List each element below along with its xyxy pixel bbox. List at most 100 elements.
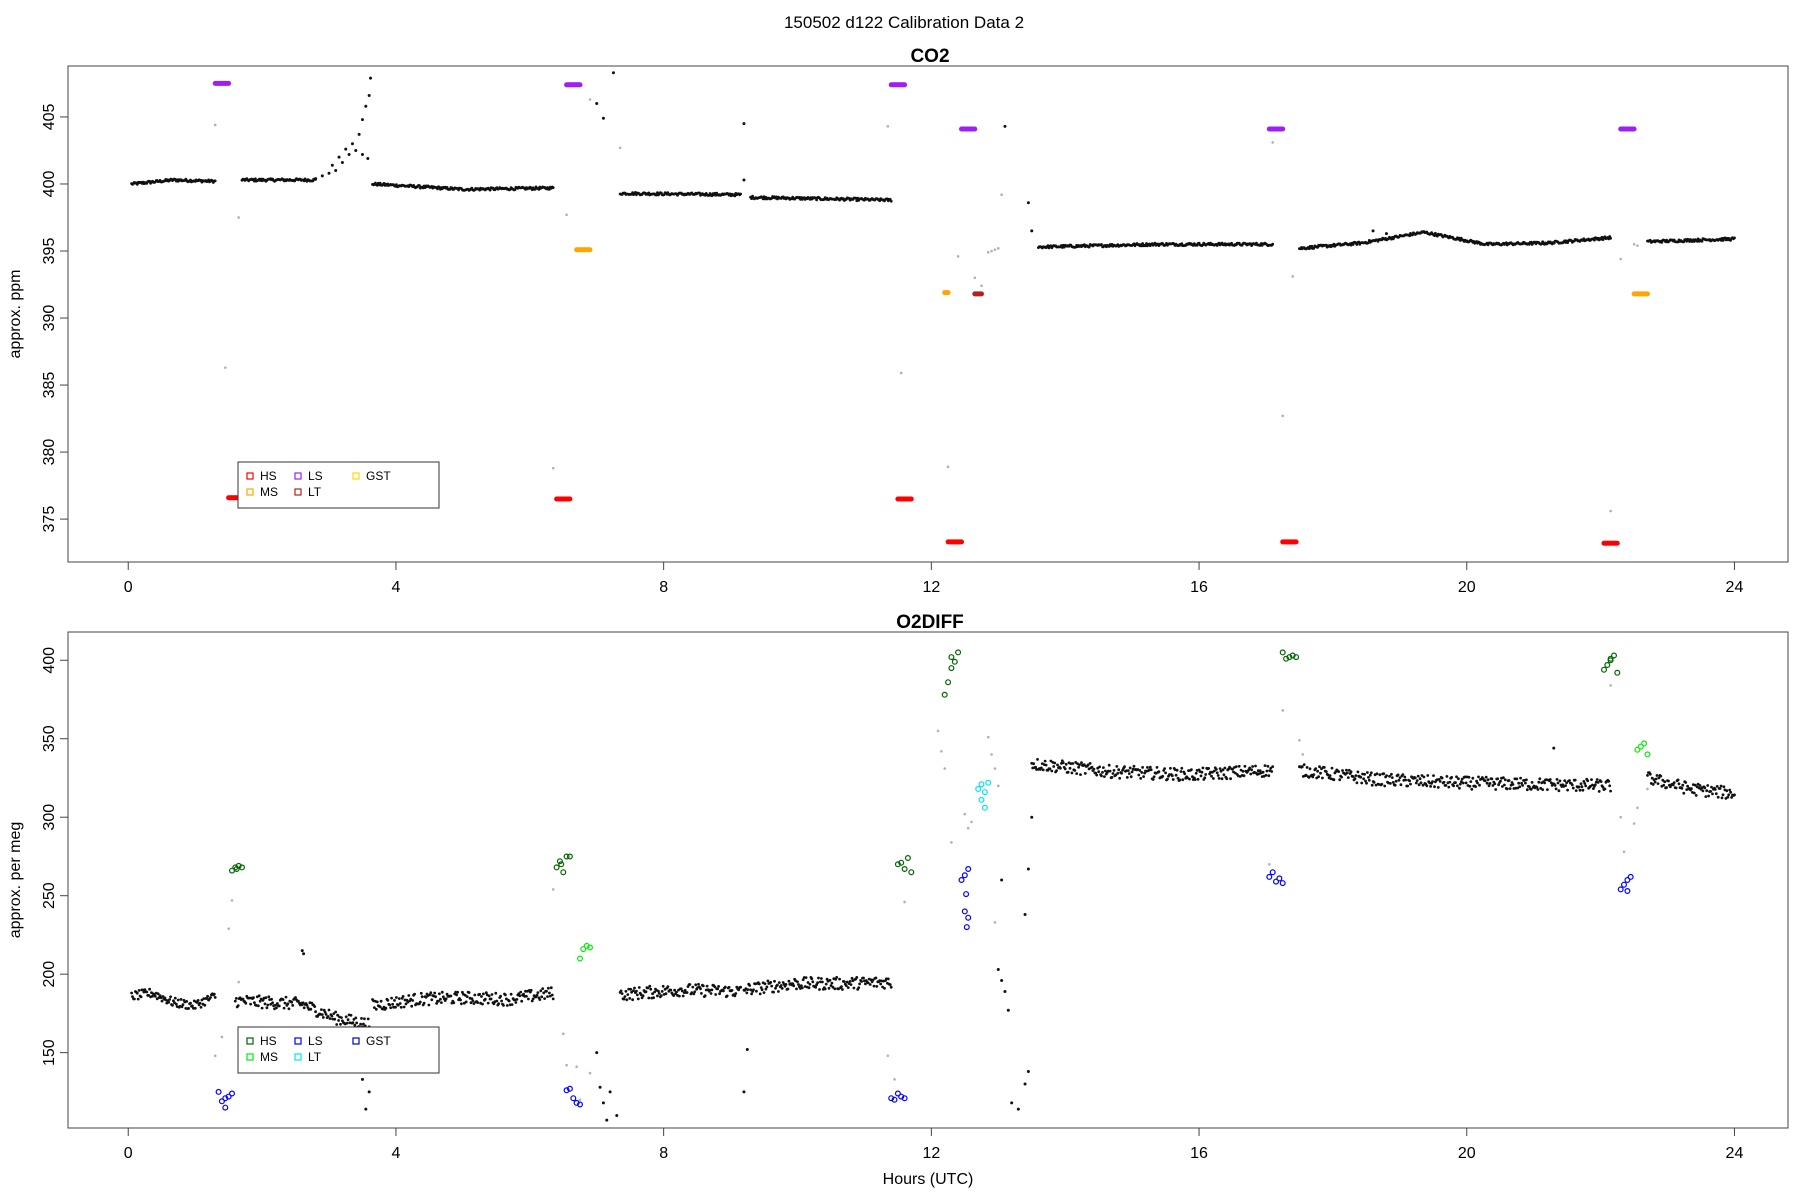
data-point — [656, 994, 659, 998]
data-point — [163, 996, 167, 1000]
data-point — [673, 988, 676, 992]
data-point — [1104, 769, 1107, 773]
gray-data-point — [223, 366, 227, 369]
data-point — [1098, 765, 1101, 769]
data-point — [507, 999, 511, 1003]
gray-data-point — [1271, 141, 1274, 144]
data-point — [1101, 770, 1104, 774]
x-tick-label: 16 — [1190, 1145, 1208, 1162]
data-point — [1497, 783, 1500, 787]
data-point — [428, 993, 432, 997]
data-point — [1127, 772, 1131, 775]
cal-point-hs — [1610, 652, 1617, 659]
data-point — [349, 1013, 353, 1017]
data-point — [1188, 777, 1191, 781]
cal-point-hs — [563, 853, 570, 860]
data-point — [236, 1004, 240, 1007]
data-point — [529, 988, 533, 992]
cal-point-ls — [1620, 881, 1627, 888]
x-tick-label: 24 — [1726, 579, 1744, 596]
legend-marker-ls — [294, 1037, 302, 1045]
data-point — [1593, 238, 1596, 242]
data-point — [1138, 769, 1142, 772]
gray-data-point — [996, 784, 1000, 788]
y-tick-label: 350 — [41, 725, 58, 752]
data-point — [494, 991, 498, 995]
data-point — [345, 1021, 349, 1025]
cal-point-ls — [961, 872, 968, 879]
data-point — [611, 71, 615, 75]
data-point — [1222, 773, 1226, 777]
data-point — [282, 1006, 286, 1010]
cal-point-hs — [951, 658, 958, 665]
data-point — [320, 1013, 324, 1016]
data-point — [482, 992, 485, 996]
gray-data-point — [886, 125, 890, 128]
x-axis-label: Hours (UTC) — [883, 1171, 974, 1188]
data-point — [1341, 769, 1344, 772]
data-point — [1721, 793, 1725, 797]
data-point — [505, 1004, 509, 1007]
data-point — [1175, 768, 1179, 772]
data-point — [327, 1008, 331, 1012]
y-tick-label: 395 — [41, 238, 58, 265]
x-tick-label: 20 — [1458, 579, 1476, 596]
data-point — [874, 976, 878, 980]
data-point — [1346, 776, 1350, 779]
data-point — [1570, 783, 1574, 787]
cal-point-lt — [981, 789, 988, 796]
data-point — [1371, 229, 1375, 233]
data-point — [1322, 766, 1326, 769]
y-tick-label: 250 — [41, 882, 58, 909]
gray-data-point — [237, 980, 240, 984]
data-point — [1571, 786, 1575, 790]
data-point — [1391, 781, 1395, 784]
data-point — [1050, 769, 1054, 773]
data-point — [309, 1007, 313, 1011]
data-point — [1003, 989, 1007, 993]
data-point — [130, 991, 134, 995]
data-point — [1419, 781, 1423, 785]
data-point — [1180, 766, 1184, 770]
cal-point-ls — [894, 1090, 901, 1097]
data-point — [367, 1090, 371, 1094]
x-tick-label: 0 — [124, 579, 133, 596]
data-point — [1707, 794, 1710, 798]
data-point — [367, 93, 371, 97]
data-point — [620, 992, 624, 995]
data-point — [1317, 775, 1320, 779]
data-point — [360, 152, 364, 156]
data-point — [1010, 1101, 1014, 1105]
data-point — [1137, 773, 1141, 777]
data-point — [779, 984, 783, 987]
y-tick-label: 400 — [41, 647, 58, 674]
data-point — [1518, 785, 1522, 789]
cal-point-hs — [556, 858, 563, 865]
cal-point-ls — [563, 1087, 570, 1094]
data-point — [646, 986, 650, 990]
legend-marker-ms — [246, 1053, 254, 1061]
gray-data-point — [980, 284, 983, 288]
data-point — [456, 990, 459, 994]
gray-data-point — [993, 921, 997, 924]
data-point — [360, 1017, 363, 1020]
data-point — [1234, 765, 1238, 768]
figure-title: 150502 d122 Calibration Data 2 — [784, 13, 1024, 32]
data-point — [254, 177, 257, 181]
data-point — [1491, 784, 1495, 787]
data-point — [742, 1090, 746, 1094]
data-point — [828, 978, 832, 982]
data-point — [1674, 786, 1678, 790]
data-point — [1130, 770, 1134, 774]
data-point — [1123, 765, 1126, 769]
cal-point-lt — [978, 796, 985, 803]
data-point — [543, 997, 546, 1000]
data-point — [256, 1004, 260, 1008]
cal-point-ms — [945, 290, 951, 296]
data-point — [332, 1012, 336, 1015]
data-point — [1502, 776, 1505, 780]
data-point — [1660, 241, 1664, 244]
data-point — [1041, 768, 1045, 772]
data-point — [199, 1005, 203, 1009]
x-tick-label: 0 — [124, 1145, 133, 1162]
